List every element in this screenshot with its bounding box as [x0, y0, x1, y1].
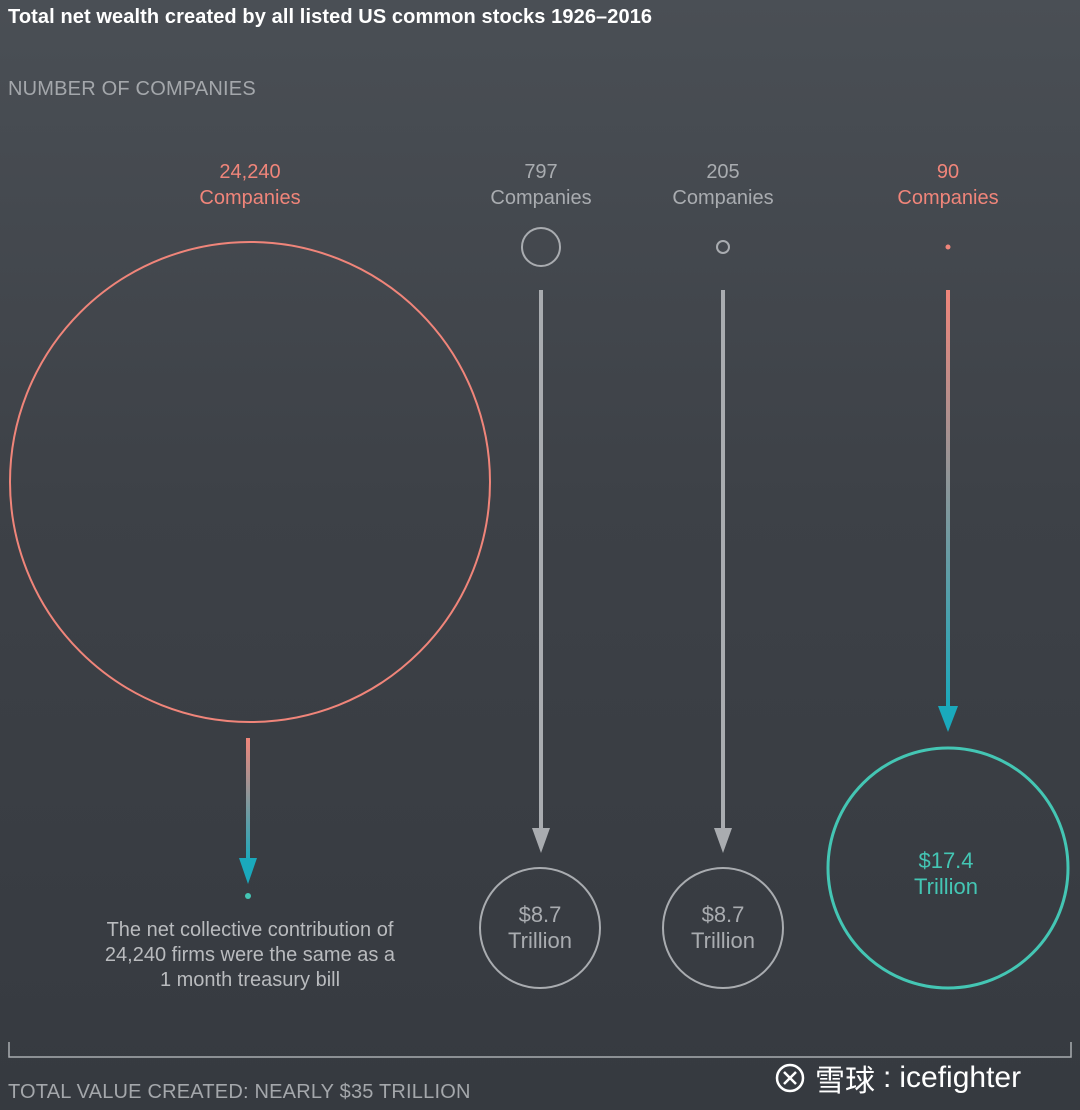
flow-arrow-head: [714, 828, 732, 853]
flow-arrow-shaft-fill: [246, 738, 250, 862]
flow-arrow-head: [239, 858, 257, 884]
number-of-companies-label: NUMBER OF COMPANIES: [8, 78, 256, 100]
companies-circle: [9, 241, 491, 723]
value-dot: [245, 893, 251, 899]
watermark-separator: :: [883, 1061, 892, 1094]
companies-count-label: 797: [524, 161, 557, 183]
flow-arrow-shaft: [721, 290, 725, 830]
note-line-1: The net collective contribution of: [107, 919, 394, 941]
watermark: 雪球 : icefighter: [775, 1056, 1021, 1100]
value-circle: [826, 746, 1070, 990]
flow-arrow-head: [532, 828, 550, 853]
chart-title: Total net wealth created by all listed U…: [8, 6, 653, 28]
total-value-label: TOTAL VALUE CREATED: NEARLY $35 TRILLION: [8, 1081, 471, 1103]
companies-count-label: 90: [937, 161, 959, 183]
value-unit-label: Trillion: [691, 928, 755, 953]
companies-unit-label: Companies: [490, 187, 591, 209]
note-line-3: 1 month treasury bill: [160, 969, 340, 991]
companies-unit-label: Companies: [897, 187, 998, 209]
value-label: $17.4: [918, 848, 973, 873]
note-line-2: 24,240 firms were the same as a: [105, 944, 396, 966]
watermark-brand: 雪球: [815, 1065, 875, 1098]
flow-arrow-shaft: [946, 290, 950, 708]
flow-arrow-shaft: [539, 290, 543, 830]
value-unit-label: Trillion: [914, 874, 978, 899]
value-label: $8.7: [702, 902, 745, 927]
value-circle: [479, 867, 601, 989]
companies-unit-label: Companies: [672, 187, 773, 209]
companies-unit-label: Companies: [199, 187, 300, 209]
total-bracket: [8, 1042, 1072, 1058]
value-label: $8.7: [519, 902, 562, 927]
companies-dot: [945, 244, 951, 250]
companies-circle: [521, 227, 561, 267]
companies-circle: [716, 240, 730, 254]
value-unit-label: Trillion: [508, 928, 572, 953]
companies-count-label: 205: [706, 161, 739, 183]
value-circle: [662, 867, 784, 989]
watermark-user: icefighter: [899, 1061, 1022, 1094]
flow-arrow-head: [938, 706, 958, 732]
companies-count-label: 24,240: [219, 161, 280, 183]
xueqiu-logo-icon: [775, 1063, 805, 1093]
